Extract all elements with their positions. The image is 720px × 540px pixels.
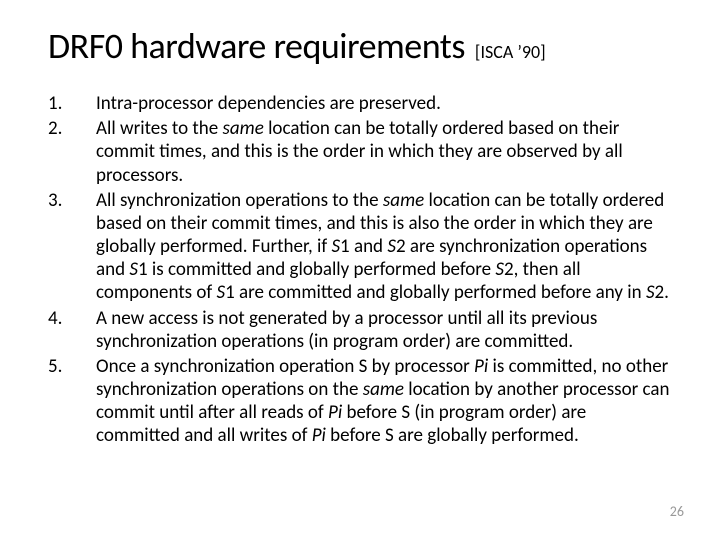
list-number: 2. [48,117,96,187]
list-body: All writes to the same location can be t… [96,117,672,187]
list-body: All synchronization operations to the sa… [96,189,672,305]
list-body: Intra-processor dependencies are preserv… [96,92,441,115]
list-item: 2. All writes to the same location can b… [48,117,672,187]
numbered-list: 1. Intra-processor dependencies are pres… [48,92,672,448]
list-item: 3. All synchronization operations to the… [48,189,672,305]
list-number: 4. [48,307,96,353]
slide-title: DRF0 hardware requirements [48,24,465,68]
list-item: 4. A new access is not generated by a pr… [48,307,672,353]
title-row: DRF0 hardware requirements [ISCA ’90] [48,24,672,68]
slide: DRF0 hardware requirements [ISCA ’90] 1.… [0,0,720,540]
slide-subtitle: [ISCA ’90] [475,41,546,63]
list-item: 5. Once a synchronization operation S by… [48,355,672,448]
list-item: 1. Intra-processor dependencies are pres… [48,92,672,115]
list-body: A new access is not generated by a proce… [96,307,672,353]
list-number: 3. [48,189,96,305]
list-body: Once a synchronization operation S by pr… [96,355,672,448]
list-number: 5. [48,355,96,448]
list-number: 1. [48,92,96,115]
page-number: 26 [670,503,684,520]
